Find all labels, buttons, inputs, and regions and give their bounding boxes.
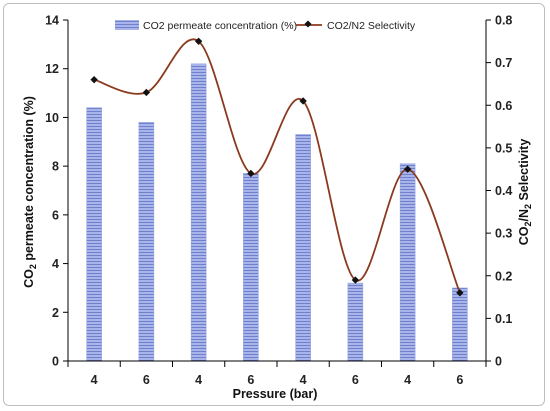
y-tick-label: 10 <box>45 111 59 125</box>
bar <box>243 173 259 362</box>
y-tick-label: 8 <box>52 160 59 174</box>
y2-tick-label: 0.1 <box>495 312 512 326</box>
x-tick-label: 4 <box>195 373 202 387</box>
legend: CO2 permeate concentration (%) CO2/N2 Se… <box>115 20 416 32</box>
x-axis-title: Pressure (bar) <box>233 387 318 401</box>
y2-tick-label: 0.8 <box>495 14 512 28</box>
y2-tick-label: 0.2 <box>495 269 512 283</box>
line-point <box>299 97 307 105</box>
line-point <box>142 88 151 97</box>
y-tick-label: 2 <box>52 306 59 320</box>
line-series <box>90 37 464 297</box>
x-tick-label: 4 <box>91 373 98 387</box>
selectivity-line <box>93 38 461 294</box>
legend-bar-label: CO2 permeate concentration (%) <box>143 20 297 32</box>
line-point <box>403 165 412 173</box>
y2-tick-label: 0.4 <box>495 184 512 198</box>
line-point <box>351 276 360 284</box>
y-tick-label: 4 <box>52 257 59 271</box>
tick-labels: 0 2 4 6 8 10 12 14 0 0.1 0.2 0.3 0.4 0.5 0.6 0.7 0.8 4 6 4 6… <box>45 14 512 388</box>
axes <box>63 19 491 367</box>
bar-series <box>86 63 468 362</box>
y2-tick-label: 0.7 <box>495 56 512 70</box>
legend-bar-swatch <box>115 20 139 30</box>
bar <box>138 122 155 362</box>
x-tick-label: 6 <box>456 373 463 387</box>
bar <box>452 287 468 362</box>
y2-axis-title: CO2/N2 Selectivity <box>517 139 533 246</box>
y-tick-label: 6 <box>52 208 59 222</box>
x-tick-label: 4 <box>404 373 411 387</box>
x-tick-label: 6 <box>143 373 150 387</box>
y-tick-label: 14 <box>45 14 59 28</box>
y2-tick-label: 0.6 <box>495 99 512 113</box>
bar <box>295 134 311 362</box>
y-tick-label: 12 <box>45 62 59 76</box>
x-tick-label: 6 <box>247 373 254 387</box>
bar <box>190 63 207 362</box>
legend-line-marker <box>304 20 312 28</box>
x-tick-label: 6 <box>352 373 359 387</box>
y2-tick-label: 0 <box>495 355 502 369</box>
y2-tick-label: 0.5 <box>495 141 512 155</box>
bar <box>399 163 416 362</box>
y-axis-title: CO2 permeate concentration (%) <box>22 96 38 288</box>
line-point <box>90 75 98 84</box>
y2-tick-label: 0.3 <box>495 227 512 241</box>
legend-line-label: CO2/N2 Selectivity <box>327 20 416 32</box>
line-point <box>456 289 464 297</box>
line-point <box>194 37 203 45</box>
bar <box>347 282 364 362</box>
y-tick-label: 0 <box>52 355 59 369</box>
bar <box>86 107 102 362</box>
x-tick-label: 4 <box>300 373 307 387</box>
